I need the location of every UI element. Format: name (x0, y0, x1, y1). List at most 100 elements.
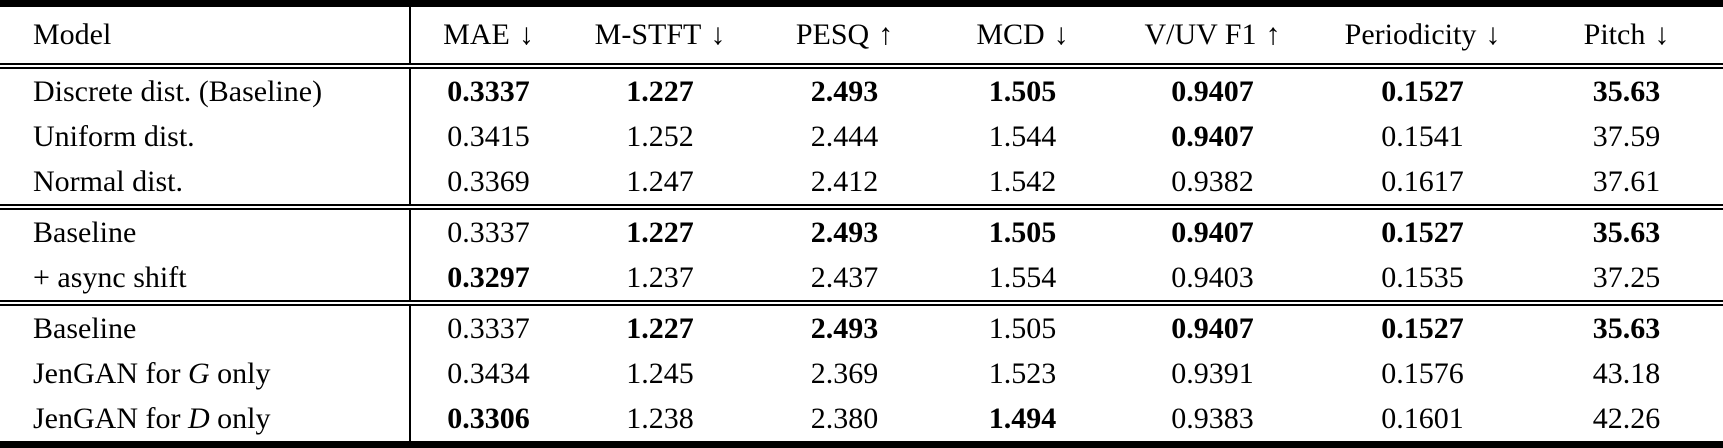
metric-value-cell: 1.523 (988, 356, 1057, 390)
column-label: Periodicity (1344, 18, 1477, 51)
math-variable: D (187, 401, 210, 435)
down-arrow-icon: ↓ (1053, 18, 1069, 51)
metric-value-cell: 0.3434 (447, 356, 530, 390)
metric-value-cell: 2.412 (754, 159, 935, 210)
metric-value-cell: 1.505 (988, 74, 1057, 108)
metric-value-cell: 1.544 (988, 119, 1057, 153)
column-header: V/UV F1 ↑ (1110, 3, 1315, 69)
metric-value-cell: 1.237 (566, 255, 754, 306)
metric-value-cell: 1.542 (935, 159, 1110, 210)
metric-value-cell: 43.18 (1592, 356, 1661, 390)
metric-value-cell: 0.1576 (1381, 356, 1464, 390)
table-row: JenGAN for D only 0.3306 1.238 2.380 1.494 0.… (0, 396, 1723, 445)
up-arrow-icon: ↑ (1265, 18, 1281, 51)
table-row: Baseline 0.3337 1.227 2.493 1.505 0.9407 0.152… (0, 207, 1723, 255)
table-header: Model MAE ↓ M-STFT ↓ PESQ ↑ MCD ↓ V/UV F1 ↑ Periodi… (0, 3, 1723, 69)
model-name: JenGAN for (33, 356, 188, 390)
column-label: PESQ (795, 18, 870, 51)
metric-value-cell: 2.493 (810, 311, 879, 345)
metric-value-cell: 0.3415 (447, 119, 530, 153)
metric-value-cell: 0.1541 (1381, 119, 1464, 153)
table-row: Uniform dist. 0.3415 1.252 2.444 1.544 0.9407… (0, 114, 1723, 159)
model-cell: Baseline (0, 207, 411, 255)
table-row: JenGAN for G only 0.3434 1.245 2.369 1.523 0.… (0, 351, 1723, 396)
model-name: Baseline (33, 215, 137, 249)
column-label: M-STFT (594, 18, 702, 51)
metric-value-cell: 0.9407 (1171, 215, 1254, 249)
metric-value-cell: 0.9407 (1171, 311, 1254, 345)
metric-value-cell: 2.380 (810, 401, 879, 435)
metric-value-cell: 0.1527 (1381, 215, 1464, 249)
column-header: MCD ↓ (935, 3, 1110, 69)
metric-value-cell: 37.59 (1592, 119, 1661, 153)
metric-value-cell: 0.3337 (447, 215, 530, 249)
metric-value-cell: 35.63 (1592, 215, 1661, 249)
metric-value-cell: 1.227 (626, 74, 694, 108)
math-variable: G (187, 356, 210, 390)
metric-value-cell: 0.3337 (447, 311, 530, 345)
model-cell: Baseline (0, 303, 411, 351)
table-section-2: Baseline 0.3337 1.227 2.493 1.505 0.9407 0.152… (0, 207, 1723, 306)
metric-value-cell: 35.63 (1592, 74, 1661, 108)
model-name: Normal dist. (33, 164, 183, 198)
metric-value-cell: 2.437 (754, 255, 935, 306)
model-cell: JenGAN for D only (0, 396, 411, 445)
metric-value-cell: 0.3297 (410, 255, 566, 306)
model-name: only (209, 401, 271, 435)
model-cell: JenGAN for G only (0, 351, 411, 396)
column-label: V/UV F1 (1144, 18, 1257, 51)
column-label: Model (33, 18, 112, 51)
metric-value-cell: 1.247 (566, 159, 754, 210)
metric-value-cell: 37.61 (1530, 159, 1723, 210)
column-header: Periodicity ↓ (1315, 3, 1530, 69)
metric-value-cell: 2.369 (810, 356, 879, 390)
metric-value-cell: 35.63 (1592, 311, 1661, 345)
table-row: Normal dist. 0.3369 1.247 2.412 1.542 0.9382 0… (0, 159, 1723, 210)
metric-value-cell: 1.227 (626, 215, 694, 249)
model-cell: Discrete dist. (Baseline) (0, 66, 411, 114)
metric-value-cell: 0.1601 (1381, 401, 1464, 435)
model-cell: + async shift (0, 255, 411, 306)
metric-value-cell: 0.9407 (1171, 74, 1254, 108)
metric-value-cell: 1.554 (935, 255, 1110, 306)
metric-value-cell: 0.9407 (1171, 119, 1254, 153)
model-name: Uniform dist. (33, 119, 195, 153)
column-label: MCD (976, 18, 1045, 51)
metric-value-cell: 1.252 (626, 119, 694, 153)
column-header-model: Model (0, 3, 411, 69)
model-cell: Uniform dist. (0, 114, 411, 159)
table-section-1: Discrete dist. (Baseline) 0.3337 1.227 2.49… (0, 66, 1723, 210)
metric-value-cell: 0.9403 (1110, 255, 1315, 306)
down-arrow-icon: ↓ (518, 18, 534, 51)
metric-value-cell: 1.494 (988, 401, 1057, 435)
metric-value-cell: 1.505 (988, 215, 1057, 249)
metric-value-cell: 0.9391 (1171, 356, 1254, 390)
metric-value-cell: 2.493 (810, 215, 879, 249)
metric-value-cell: 0.9383 (1171, 401, 1254, 435)
metric-value-cell: 0.1527 (1381, 311, 1464, 345)
model-cell: Normal dist. (0, 159, 411, 210)
model-name: Baseline (33, 311, 137, 345)
metric-value-cell: 1.505 (988, 311, 1057, 345)
metric-value-cell: 42.26 (1592, 401, 1661, 435)
metric-value-cell: 0.3337 (447, 74, 530, 108)
column-label: Pitch (1583, 18, 1646, 51)
metric-value-cell: 0.1527 (1381, 74, 1464, 108)
column-header: M-STFT ↓ (566, 3, 754, 69)
column-header: MAE ↓ (410, 3, 566, 69)
metric-value-cell: 1.245 (626, 356, 694, 390)
metric-value-cell: 0.1535 (1315, 255, 1530, 306)
down-arrow-icon: ↓ (1654, 18, 1670, 51)
column-header: PESQ ↑ (754, 3, 935, 69)
metric-value-cell: 1.238 (626, 401, 694, 435)
metric-value-cell: 0.1617 (1315, 159, 1530, 210)
metric-value-cell: 0.3369 (410, 159, 566, 210)
model-name: only (209, 356, 271, 390)
model-name: + async shift (33, 260, 187, 294)
table-row: Baseline 0.3337 1.227 2.493 1.505 0.9407 0.152… (0, 303, 1723, 351)
metric-value-cell: 0.3306 (447, 401, 530, 435)
down-arrow-icon: ↓ (1485, 18, 1501, 51)
column-header: Pitch ↓ (1530, 3, 1723, 69)
model-name: Discrete dist. (Baseline) (33, 74, 323, 108)
